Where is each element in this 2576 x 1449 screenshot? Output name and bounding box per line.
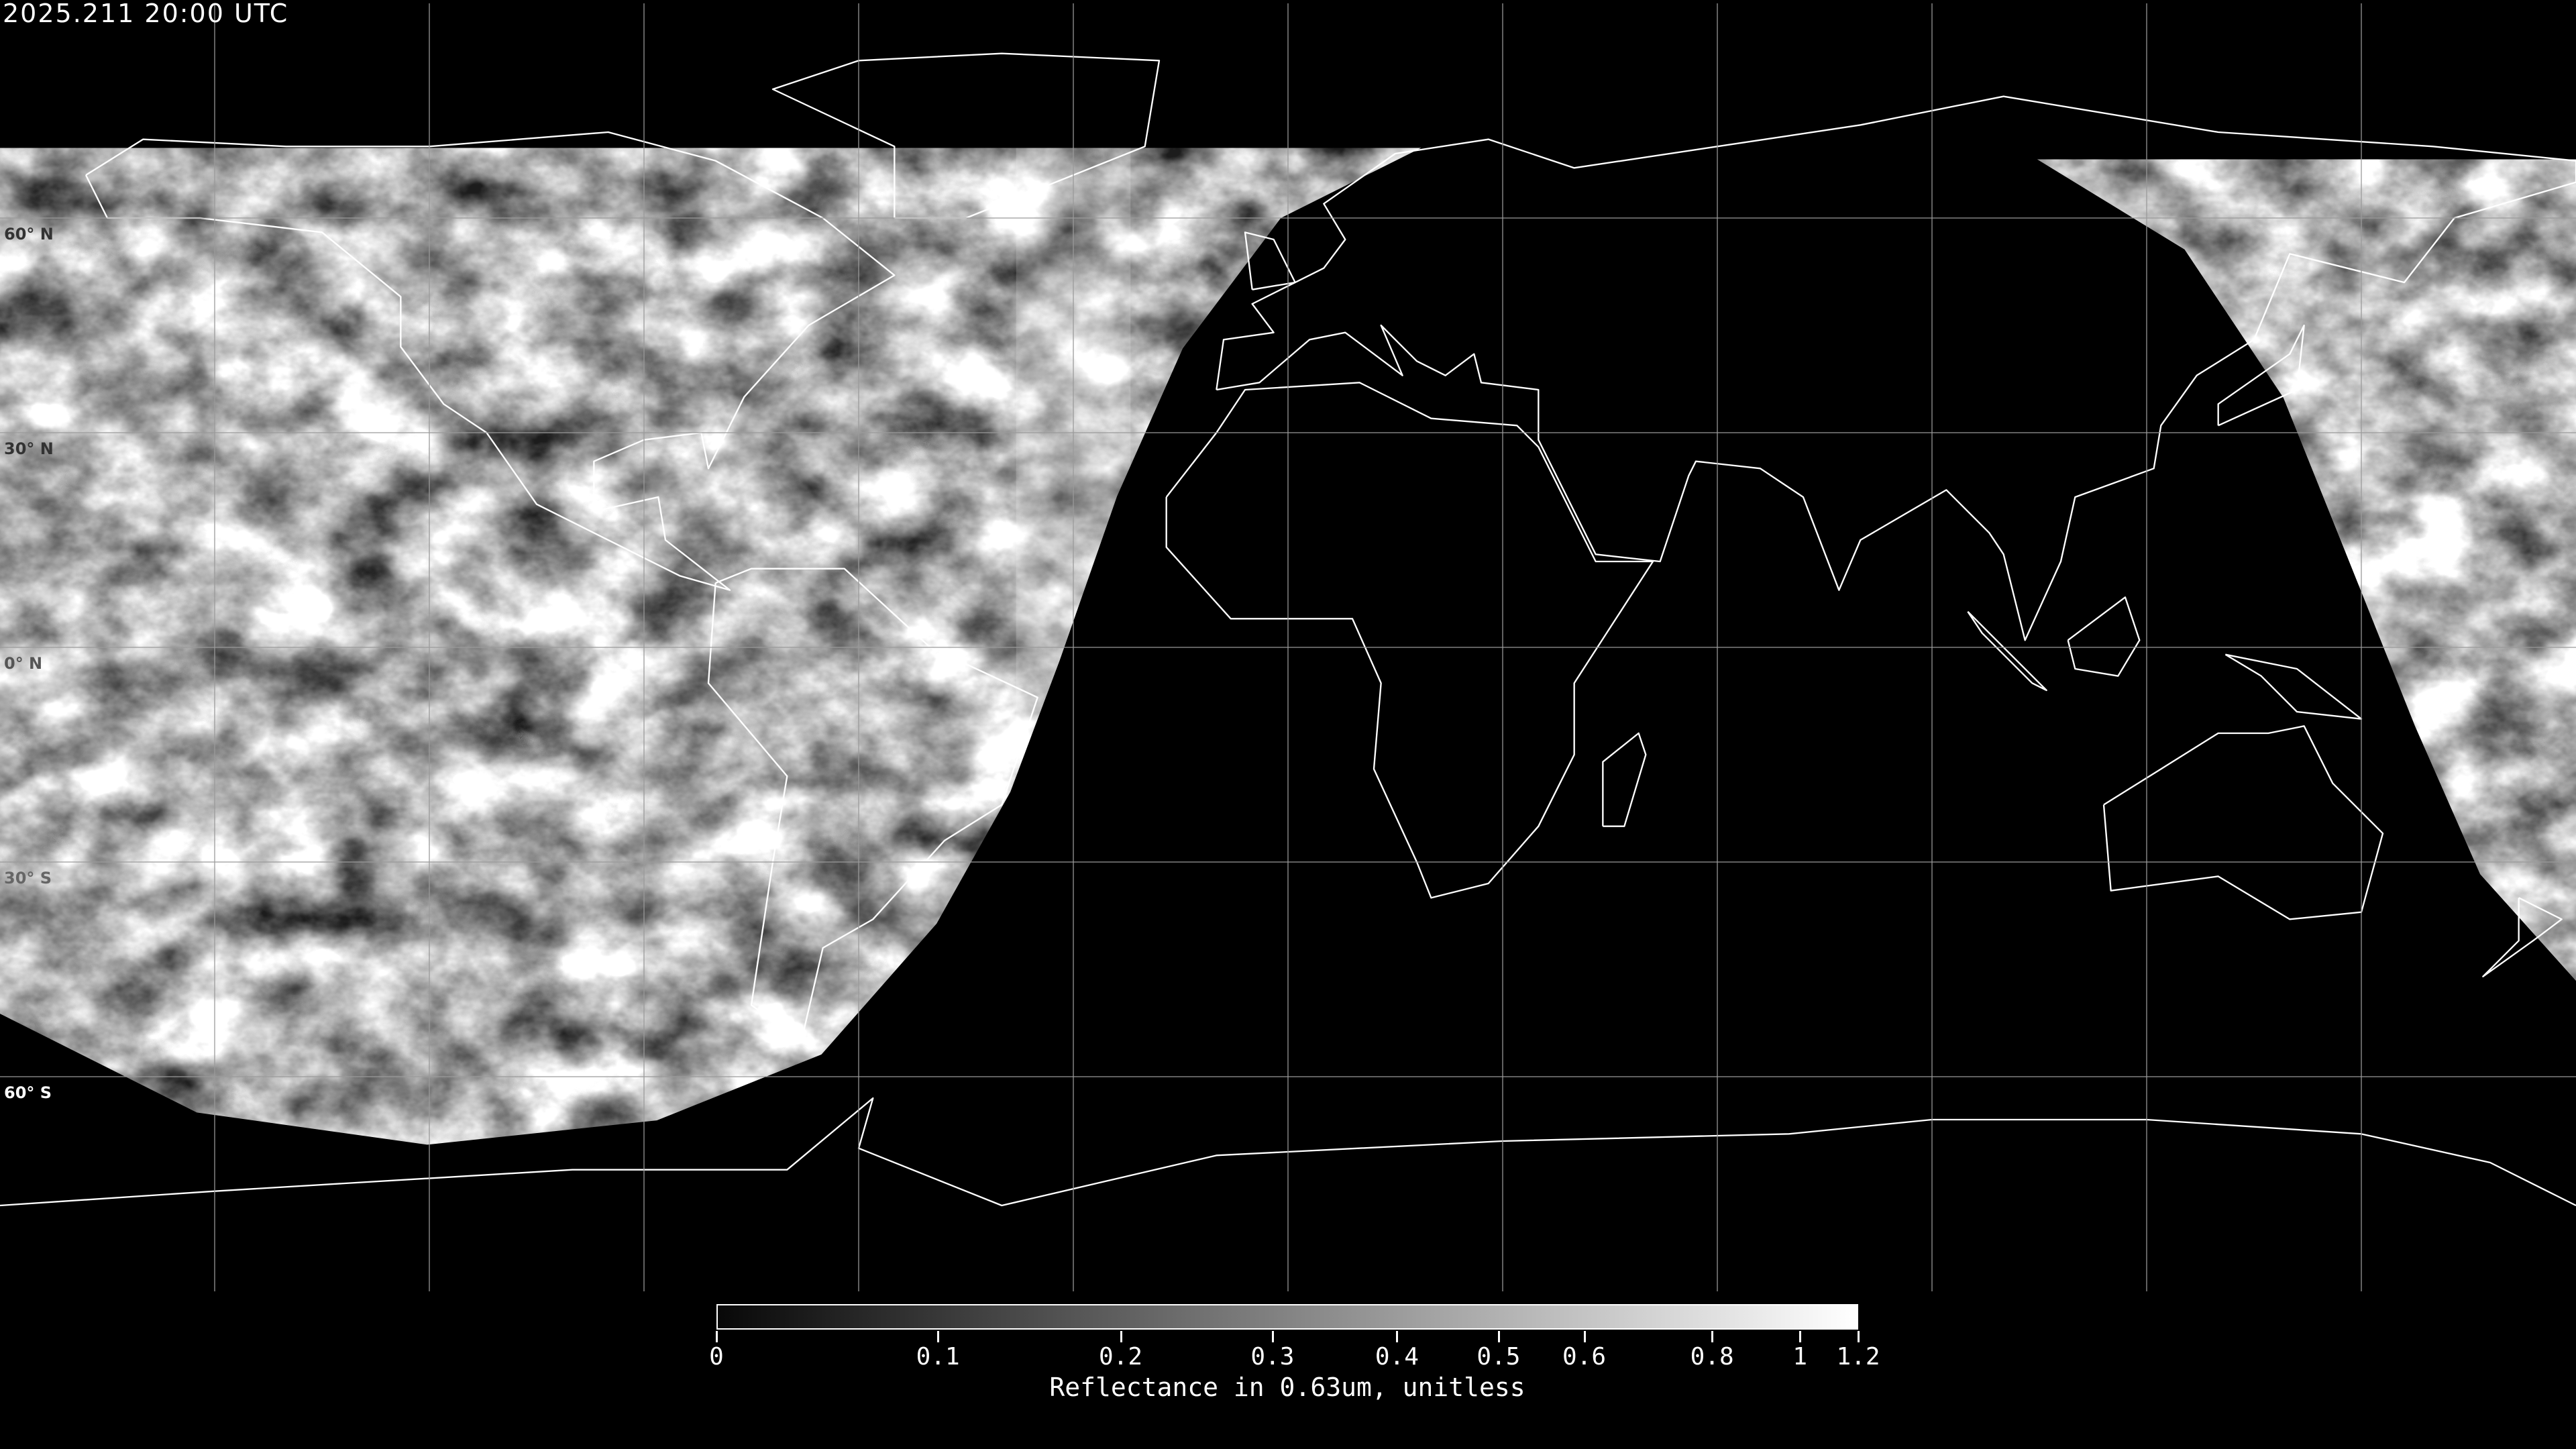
colorbar-tick <box>1497 1331 1500 1342</box>
colorbar-tick-label: 1.2 <box>1836 1343 1880 1371</box>
colorbar-tick <box>1858 1331 1860 1342</box>
colorbar-tick <box>716 1331 718 1342</box>
colorbar-tick-label: 1 <box>1792 1343 1808 1371</box>
coastline-madagascar <box>1602 732 1647 827</box>
graticule <box>0 3 2576 1291</box>
colorbar-tick-label: 0.3 <box>1250 1343 1295 1371</box>
coastline-africa <box>1165 382 1654 899</box>
satellite-map <box>0 3 2576 1291</box>
coastline-great-britain <box>1244 231 1296 290</box>
colorbar <box>716 1304 1858 1330</box>
coastline-north-america <box>85 131 896 591</box>
colorbar-tick <box>1799 1331 1802 1342</box>
latitude-label: 60° S <box>4 1083 52 1102</box>
coastline-borneo <box>2067 596 2141 677</box>
colorbar-tick <box>1120 1331 1122 1342</box>
latitude-label: 0° N <box>4 654 43 673</box>
coastline-sumatra <box>1967 610 2047 692</box>
colorbar-tick <box>1396 1331 1399 1342</box>
colorbar-tick-label: 0.8 <box>1690 1343 1734 1371</box>
latitude-label: 30° S <box>4 869 52 888</box>
colorbar-tick <box>1271 1331 1274 1342</box>
colorbar-tick-label: 0.2 <box>1098 1343 1143 1371</box>
coastline-australia <box>2102 725 2384 920</box>
colorbar-tick-label: 0.6 <box>1562 1343 1607 1371</box>
colorbar-tick <box>1711 1331 1714 1342</box>
coastline-new-zealand <box>2482 897 2563 977</box>
latitude-label: 30° N <box>4 439 54 458</box>
colorbar-ticks: 0 0.1 0.2 0.3 0.4 0.5 0.6 0.8 1 1.2 <box>709 1331 1880 1398</box>
colorbar-tick <box>937 1331 940 1342</box>
coastline-japan <box>2217 324 2305 427</box>
coastline-new-guinea <box>2224 653 2363 720</box>
colorbar-tick-label: 0.4 <box>1375 1343 1419 1371</box>
colorbar-tick-label: 0 <box>709 1343 724 1371</box>
colorbar-label: Reflectance in 0.63um, unitless <box>1049 1373 1525 1402</box>
coastline-greenland <box>771 52 1161 219</box>
colorbar-tick <box>1583 1331 1586 1342</box>
latitude-label: 60° N <box>4 225 54 244</box>
colorbar-tick-label: 0.5 <box>1477 1343 1521 1371</box>
coastline-south-america <box>707 568 1038 1042</box>
colorbar-tick-label: 0.1 <box>916 1343 960 1371</box>
timestamp-title: 2025.211 20:00 UTC <box>3 0 289 28</box>
